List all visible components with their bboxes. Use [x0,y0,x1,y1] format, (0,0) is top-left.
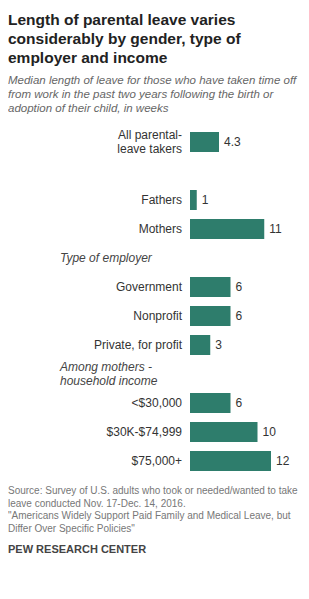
svg-text:11: 11 [269,222,282,236]
svg-text:Among mothers -household incom: Among mothers -household income [59,360,158,388]
svg-text:6: 6 [236,280,243,294]
svg-text:<$30,000: <$30,000 [132,396,183,410]
svg-text:10: 10 [263,425,277,439]
svg-text:Fathers: Fathers [141,193,182,207]
svg-text:6: 6 [236,396,243,410]
svg-text:Nonprofit: Nonprofit [133,309,182,323]
html-text:"Americans Widely Support Paid: "Americans Widely Support Paid Family an… [8,510,291,534]
html-text:Source: Survey of U.S. adults: Source: Survey of U.S. adults who took o… [8,485,298,509]
svg-text:4.3: 4.3 [224,135,241,149]
svg-text:$75,000+: $75,000+ [132,454,182,468]
html-text:Median length of leave for tho: Median length of leave for those who hav… [8,74,297,114]
svg-text:$30K-$74,999: $30K-$74,999 [107,425,183,439]
svg-text:3: 3 [215,338,222,352]
html-text:Length of parental leave varie: Length of parental leave varies consider… [8,11,241,66]
html-text:PEW RESEARCH CENTER: PEW RESEARCH CENTER [8,543,147,555]
svg-text:Mothers: Mothers [139,222,182,236]
svg-text:Private, for profit: Private, for profit [94,338,183,352]
svg-text:6: 6 [236,309,243,323]
svg-text:12: 12 [276,454,290,468]
svg-text:Government: Government [116,280,183,294]
svg-text:Type of employer: Type of employer [60,251,153,265]
svg-text:1: 1 [202,193,209,207]
svg-text:All parental-leave takers: All parental-leave takers [117,128,182,156]
